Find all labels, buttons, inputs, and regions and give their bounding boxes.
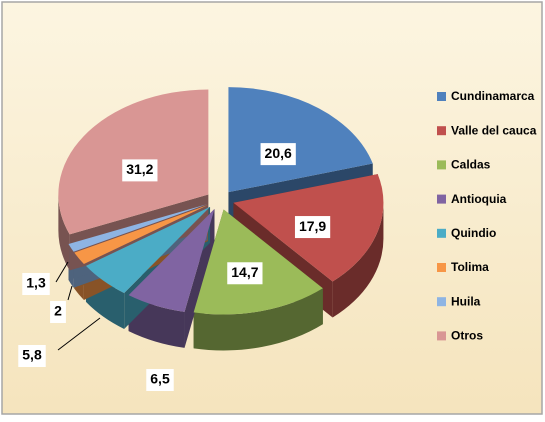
- data-label: 5,8: [22, 347, 42, 363]
- legend-swatch: [437, 126, 446, 135]
- legend-swatch: [437, 297, 446, 306]
- legend-label: Tolima: [451, 260, 489, 274]
- data-label: 1,3: [26, 275, 46, 291]
- legend-swatch: [437, 229, 446, 238]
- legend-swatch: [437, 195, 446, 204]
- data-label: 31,2: [126, 161, 153, 177]
- legend-swatch: [437, 331, 446, 340]
- legend-swatch: [437, 160, 446, 169]
- data-label: 14,7: [231, 264, 258, 280]
- data-label: 2: [54, 303, 62, 319]
- data-label: 6,5: [150, 371, 170, 387]
- data-label: 17,9: [299, 218, 326, 234]
- legend-label: Quindio: [451, 226, 496, 240]
- data-label: 20,6: [265, 145, 292, 161]
- legend-label: Valle del cauca: [451, 123, 537, 137]
- legend-swatch: [437, 92, 446, 101]
- legend-label: Caldas: [451, 158, 491, 172]
- legend-swatch: [437, 263, 446, 272]
- legend-label: Antioquia: [451, 192, 507, 206]
- legend-label: Cundinamarca: [451, 89, 535, 103]
- legend-label: Huila: [451, 294, 481, 308]
- legend-label: Otros: [451, 329, 483, 343]
